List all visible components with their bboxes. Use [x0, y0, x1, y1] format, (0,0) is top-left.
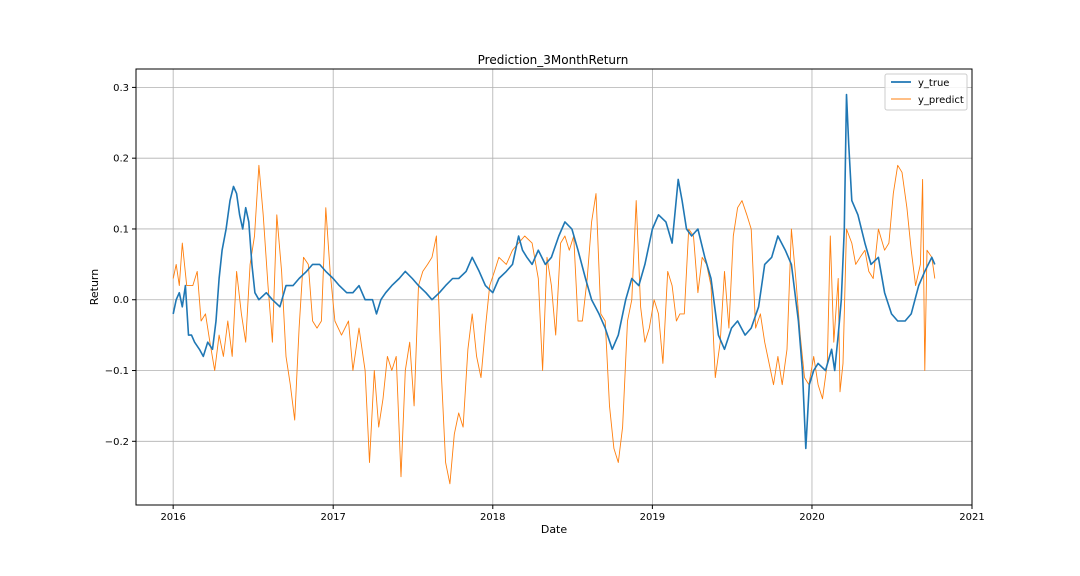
legend: y_true y_predict [884, 73, 968, 111]
y-tick-label: 0.1 [113, 224, 129, 235]
x-axis-label: Date [541, 523, 568, 536]
gridlines [136, 69, 973, 505]
chart-title: Prediction_3MonthReturn [478, 53, 629, 67]
y-tick-label: −0.2 [105, 437, 129, 448]
series-line-y-predict [172, 164, 936, 485]
x-tick-label: 2017 [320, 512, 345, 523]
plot-frame [135, 68, 973, 506]
y-tick-label: 0.3 [113, 83, 129, 94]
y-tick-label: 0.2 [113, 154, 129, 165]
legend-label-y-predict: y_predict [918, 95, 964, 106]
legend-label-y-true: y_true [918, 78, 949, 89]
x-tick-label: 2021 [959, 512, 984, 523]
x-tick-label: 2016 [160, 512, 185, 523]
y-axis-label: Return [88, 269, 101, 306]
series-lines [172, 93, 936, 485]
legend-box [884, 73, 968, 111]
x-tick-label: 2020 [799, 512, 824, 523]
y-axis-ticks: −0.2 −0.1 0.0 0.1 0.2 0.3 [105, 83, 136, 448]
x-axis-ticks: 2016 2017 2018 2019 2020 2021 [160, 505, 985, 523]
x-tick-label: 2018 [480, 512, 505, 523]
series-line-y-true [172, 93, 936, 450]
y-tick-label: 0.0 [113, 295, 129, 306]
y-tick-label: −0.1 [105, 366, 129, 377]
x-tick-label: 2019 [640, 512, 665, 523]
